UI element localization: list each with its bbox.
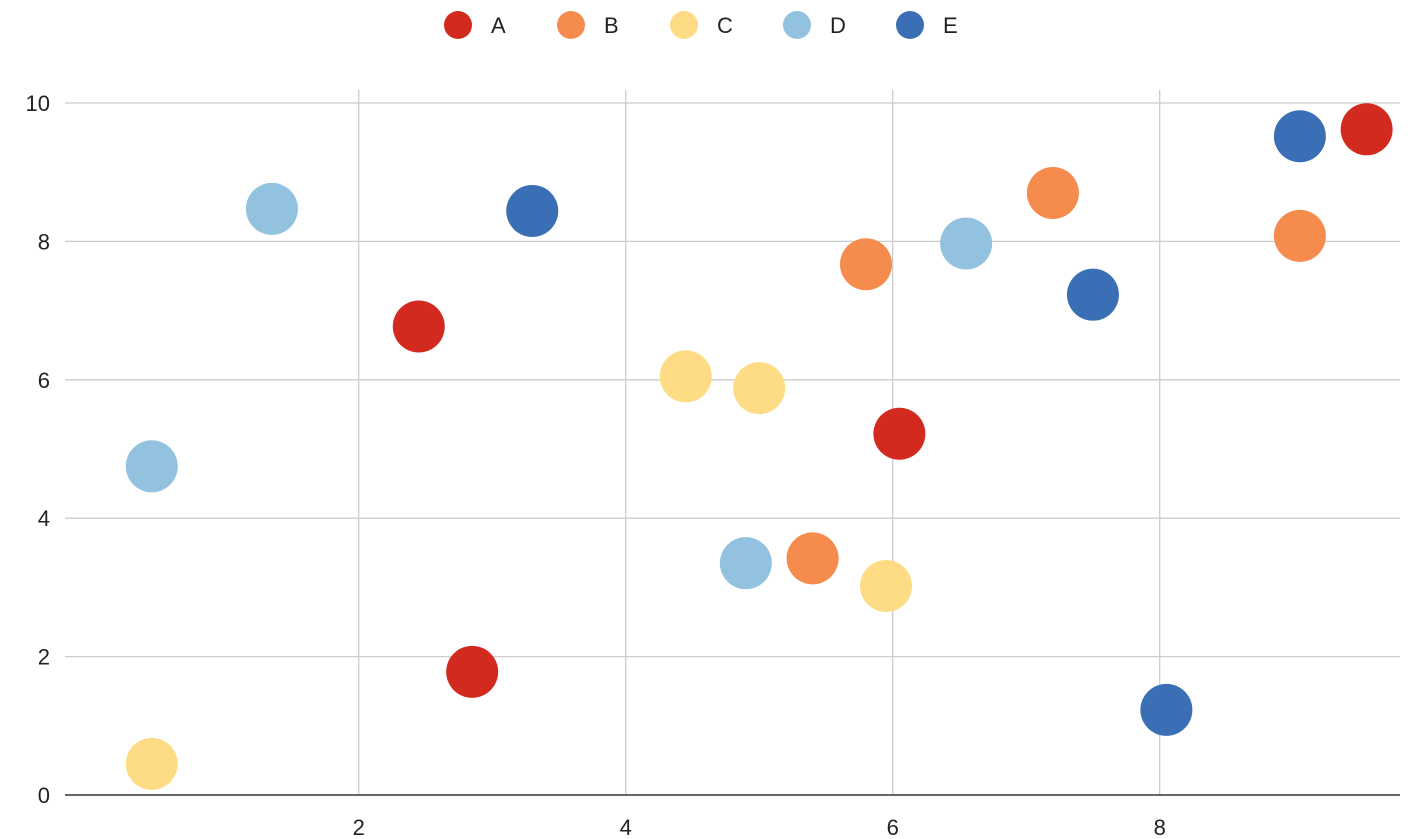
- data-point-a: [1340, 103, 1393, 156]
- data-point-a: [392, 300, 445, 353]
- data-point-b: [840, 238, 892, 291]
- legend-marker-e: [896, 11, 924, 39]
- data-point-c: [125, 737, 178, 790]
- legend-label-c: C: [717, 13, 733, 38]
- y-tick-label: 2: [38, 645, 50, 670]
- legend-label-b: B: [604, 13, 619, 38]
- data-point-e: [1066, 268, 1119, 321]
- y-tick-label: 8: [38, 229, 50, 254]
- legend-marker-a: [444, 11, 472, 39]
- data-point-d: [719, 537, 772, 590]
- data-point-e: [1273, 110, 1326, 163]
- tick-labels: 0 2 4 6 8 10 2 4 6 8: [26, 91, 1166, 839]
- legend: A B C D E: [444, 11, 958, 39]
- data-point-c: [860, 560, 913, 613]
- legend-marker-d: [783, 11, 811, 39]
- data-points: [125, 103, 1393, 790]
- data-point-a: [446, 645, 499, 698]
- data-point-d: [245, 182, 298, 235]
- legend-label-e: E: [943, 13, 958, 38]
- y-tick-label: 6: [38, 368, 50, 393]
- legend-marker-b: [557, 11, 585, 39]
- gridlines: [65, 90, 1400, 795]
- data-point-e: [1140, 683, 1193, 736]
- x-tick-label: 2: [353, 815, 365, 839]
- data-point-c: [733, 362, 786, 415]
- y-tick-label: 10: [26, 91, 50, 116]
- x-tick-label: 4: [620, 815, 632, 839]
- data-point-b: [786, 532, 839, 585]
- legend-label-d: D: [830, 13, 846, 38]
- data-point-c: [659, 350, 712, 403]
- x-tick-label: 8: [1154, 815, 1166, 839]
- y-tick-label: 0: [38, 783, 50, 808]
- x-tick-label: 6: [887, 815, 899, 839]
- legend-marker-c: [670, 11, 698, 39]
- data-point-a: [873, 407, 926, 460]
- data-point-d: [125, 440, 178, 493]
- y-tick-label: 4: [38, 506, 50, 531]
- data-point-e: [506, 184, 559, 237]
- legend-label-a: A: [491, 13, 506, 38]
- data-point-b: [1273, 209, 1326, 262]
- data-point-b: [1026, 166, 1079, 219]
- data-point-d: [940, 217, 993, 270]
